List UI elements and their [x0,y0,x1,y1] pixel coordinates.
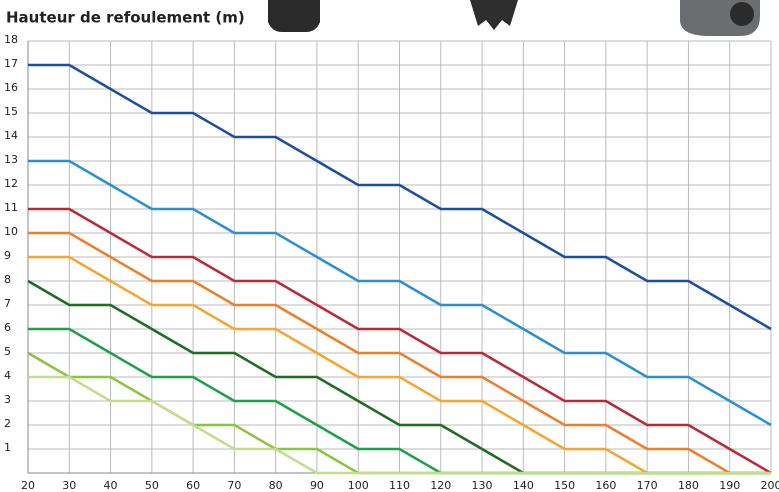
x-tick-label: 140 [513,479,534,492]
x-tick-label: 120 [430,479,451,492]
y-tick-label: 3 [4,393,11,406]
y-tick-label: 18 [4,33,18,46]
x-tick-label: 160 [595,479,616,492]
y-tick-label: 12 [4,177,18,190]
x-tick-label: 80 [269,479,283,492]
x-tick-label: 200 [761,479,779,492]
pump-image [730,2,754,26]
x-tick-label: 150 [554,479,575,492]
chart-title: Hauteur de refoulement (m) [6,9,245,27]
x-tick-label: 190 [719,479,740,492]
series-line [28,375,771,475]
y-tick-label: 7 [4,297,11,310]
y-tick-label: 11 [4,201,18,214]
x-tick-label: 100 [348,479,369,492]
y-tick-label: 15 [4,105,18,118]
x-tick-label: 170 [637,479,658,492]
y-tick-label: 17 [4,57,18,70]
x-tick-label: 20 [21,479,35,492]
y-tick-label: 8 [4,273,11,286]
x-tick-label: 60 [186,479,200,492]
y-tick-label: 1 [4,441,11,454]
y-tick-label: 2 [4,417,11,430]
x-tick-label: 110 [389,479,410,492]
x-tick-label: 130 [472,479,493,492]
x-tick-label: 180 [678,479,699,492]
y-tick-label: 10 [4,225,18,238]
series-line [28,63,772,331]
y-tick-label: 5 [4,345,11,358]
y-tick-label: 9 [4,249,11,262]
x-tick-label: 50 [145,479,159,492]
y-tick-label: 16 [4,81,18,94]
x-tick-label: 40 [104,479,118,492]
pump-images [268,0,760,36]
series-line [28,231,771,475]
x-tick-label: 30 [62,479,76,492]
pump-image [470,0,518,30]
pump-image [268,0,320,32]
y-tick-label: 6 [4,321,11,334]
y-tick-label: 14 [4,129,18,142]
y-tick-label: 4 [4,369,11,382]
x-tick-label: 90 [310,479,324,492]
series-line [28,207,772,475]
series-line [28,159,772,427]
x-tick-label: 70 [227,479,241,492]
y-tick-label: 13 [4,153,18,166]
